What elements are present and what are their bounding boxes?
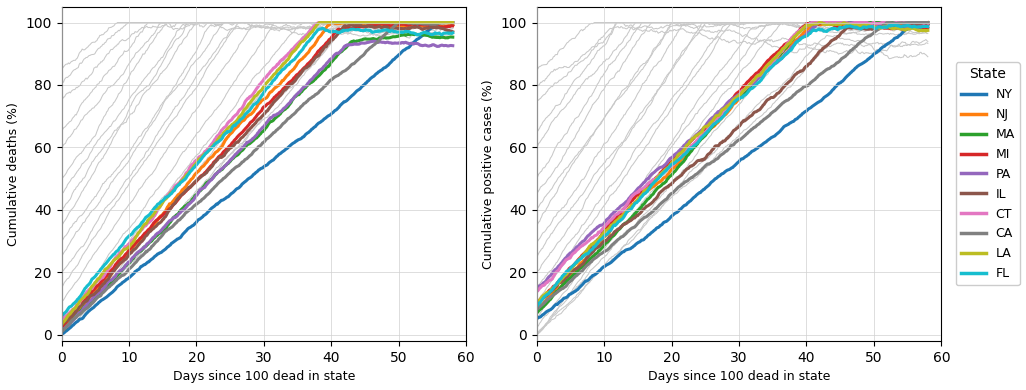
Legend: NY, NJ, MA, MI, PA, IL, CT, CA, LA, FL: NY, NJ, MA, MI, PA, IL, CT, CA, LA, FL — [955, 62, 1020, 285]
X-axis label: Days since 100 dead in state: Days since 100 dead in state — [647, 370, 830, 383]
Y-axis label: Cumulative positive cases (%): Cumulative positive cases (%) — [482, 79, 495, 269]
Y-axis label: Cumulative deaths (%): Cumulative deaths (%) — [7, 102, 19, 246]
X-axis label: Days since 100 dead in state: Days since 100 dead in state — [172, 370, 355, 383]
